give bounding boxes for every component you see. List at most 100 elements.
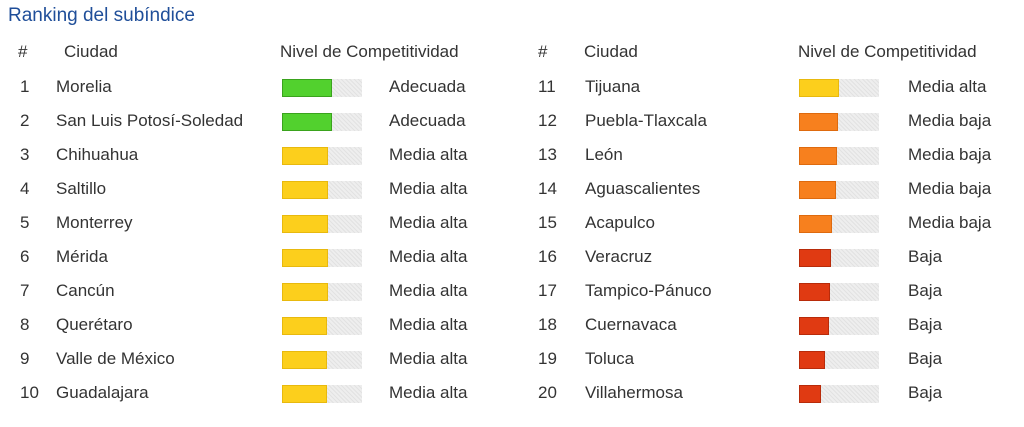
competitiveness-bar-fill	[799, 351, 825, 369]
level-cell: Baja	[908, 315, 943, 334]
city-cell: Monterrey	[56, 213, 133, 232]
rank-header: #	[538, 42, 548, 61]
competitiveness-bar-fill	[282, 317, 327, 335]
level-cell: Media alta	[389, 383, 468, 402]
city-cell: Querétaro	[56, 315, 133, 334]
competitiveness-bar	[799, 283, 879, 301]
rank-cell: 11	[538, 77, 556, 96]
city-cell: Cuernavaca	[585, 315, 677, 334]
competitiveness-bar-fill	[282, 79, 333, 97]
competitiveness-bar-fill	[282, 181, 329, 199]
city-cell: Aguascalientes	[585, 179, 701, 198]
level-cell: Media baja	[908, 179, 992, 198]
competitiveness-bar	[799, 385, 879, 403]
level-cell: Baja	[908, 383, 943, 402]
table-row: 15 Acapulco Media baja	[520, 206, 1020, 240]
level-cell: Baja	[908, 281, 943, 300]
level-cell: Adecuada	[389, 111, 466, 130]
table-row: 7 Cancún Media alta	[0, 274, 500, 308]
competitiveness-bar-fill	[799, 113, 839, 131]
level-cell: Adecuada	[389, 77, 466, 96]
city-cell: Morelia	[56, 77, 112, 96]
competitiveness-bar-fill	[282, 215, 329, 233]
competitiveness-bar	[282, 317, 362, 335]
competitiveness-bar-fill	[282, 147, 329, 165]
competitiveness-bar	[799, 215, 879, 233]
table-row: 3 Chihuahua Media alta	[0, 138, 500, 172]
table-row: 11 Tijuana Media alta	[520, 70, 1020, 104]
level-cell: Media baja	[908, 111, 992, 130]
table-row: 20 Villahermosa Baja	[520, 376, 1020, 410]
table-row: 1 Morelia Adecuada	[0, 70, 500, 104]
rank-cell: 15	[538, 213, 557, 232]
city-cell: Veracruz	[585, 247, 653, 266]
table-row: 10 Guadalajara Media alta	[0, 376, 500, 410]
competitiveness-bar-fill	[282, 385, 327, 403]
competitiveness-bar	[799, 317, 879, 335]
competitiveness-bar-fill	[799, 215, 832, 233]
level-cell: Baja	[908, 349, 943, 368]
level-header: Nivel de Competitividad	[280, 42, 459, 61]
level-cell: Media alta	[389, 145, 468, 164]
competitiveness-bar	[799, 113, 879, 131]
page-title: Ranking del subíndice	[8, 5, 195, 26]
city-cell: Mérida	[56, 247, 108, 266]
competitiveness-bar	[799, 351, 879, 369]
competitiveness-bar-fill	[282, 249, 328, 267]
competitiveness-bar	[282, 113, 362, 131]
city-header: Ciudad	[64, 42, 118, 61]
competitiveness-bar-fill	[799, 79, 839, 97]
competitiveness-bar-fill	[282, 351, 327, 369]
level-cell: Media alta	[389, 247, 468, 266]
city-cell: Valle de México	[56, 349, 175, 368]
table-row: 6 Mérida Media alta	[0, 240, 500, 274]
rank-cell: 8	[20, 315, 30, 334]
competitiveness-bar-fill	[799, 181, 836, 199]
table-row: 14 Aguascalientes Media baja	[520, 172, 1020, 206]
table-row: 9 Valle de México Media alta	[0, 342, 500, 376]
competitiveness-bar	[282, 385, 362, 403]
rank-cell: 6	[20, 247, 30, 266]
city-cell: Puebla-Tlaxcala	[585, 111, 707, 130]
table-row: 19 Toluca Baja	[520, 342, 1020, 376]
competitiveness-bar	[799, 181, 879, 199]
level-cell: Media baja	[908, 145, 992, 164]
table-row: 17 Tampico-Pánuco Baja	[520, 274, 1020, 308]
rank-cell: 7	[20, 281, 30, 300]
city-cell: Cancún	[56, 281, 115, 300]
competitiveness-bar-fill	[282, 283, 328, 301]
rank-cell: 19	[538, 349, 557, 368]
rank-cell: 12	[538, 111, 557, 130]
table-row: 5 Monterrey Media alta	[0, 206, 500, 240]
competitiveness-bar	[282, 249, 362, 267]
level-cell: Media alta	[908, 77, 987, 96]
level-cell: Media alta	[389, 213, 468, 232]
city-cell: San Luis Potosí-Soledad	[56, 111, 244, 130]
competitiveness-bar	[282, 181, 362, 199]
rank-cell: 14	[538, 179, 557, 198]
competitiveness-bar	[282, 351, 362, 369]
competitiveness-bar-fill	[799, 147, 837, 165]
rank-cell: 3	[20, 145, 30, 164]
table-row: 2 San Luis Potosí-Soledad Adecuada	[0, 104, 500, 138]
city-cell: Saltillo	[56, 179, 107, 198]
level-cell: Media alta	[389, 281, 468, 300]
competitiveness-bar	[799, 79, 879, 97]
city-cell: Acapulco	[585, 213, 655, 232]
rank-cell: 18	[538, 315, 557, 334]
city-cell: Chihuahua	[56, 145, 139, 164]
competitiveness-bar	[282, 79, 362, 97]
rank-cell: 13	[538, 145, 557, 164]
table-row: 12 Puebla-Tlaxcala Media baja	[520, 104, 1020, 138]
rank-cell: 5	[20, 213, 30, 232]
competitiveness-bar	[282, 283, 362, 301]
level-cell: Media alta	[389, 315, 468, 334]
level-header: Nivel de Competitividad	[798, 42, 977, 61]
rank-cell: 16	[538, 247, 557, 266]
table-row: 18 Cuernavaca Baja	[520, 308, 1020, 342]
competitiveness-bar-fill	[799, 249, 831, 267]
level-cell: Media baja	[908, 213, 992, 232]
competitiveness-bar-fill	[799, 317, 829, 335]
table-row: 13 León Media baja	[520, 138, 1020, 172]
competitiveness-bar	[799, 249, 879, 267]
